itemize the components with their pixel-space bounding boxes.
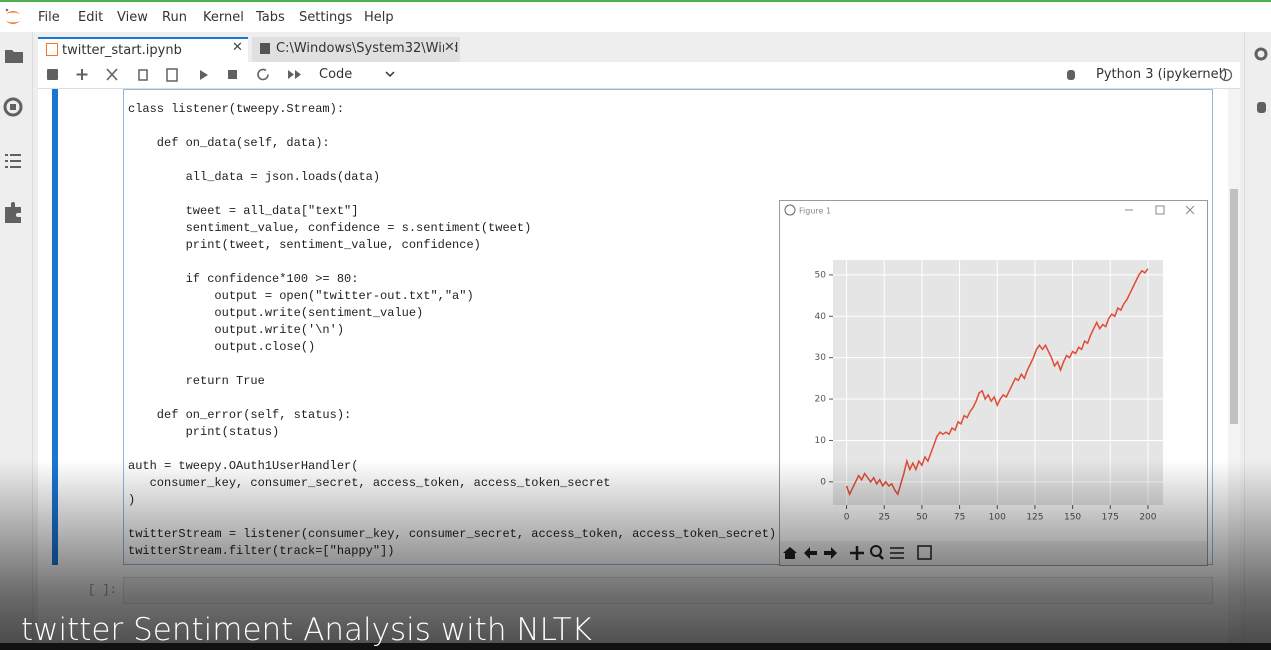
insert-button[interactable] xyxy=(76,69,88,80)
code-line: all_data = json.loads(data) xyxy=(128,170,381,184)
property-inspector-icon[interactable] xyxy=(1254,47,1268,61)
save-button[interactable] xyxy=(47,69,58,80)
tab-icon xyxy=(46,43,58,56)
notebook-tab[interactable]: twitter_start.ipynb xyxy=(38,37,248,62)
extension-icon[interactable] xyxy=(5,202,21,223)
menu-item[interactable]: Tabs xyxy=(256,10,285,25)
maximize-button[interactable] xyxy=(1155,205,1165,215)
cut-button[interactable] xyxy=(106,68,118,81)
code-line: output.close() xyxy=(128,340,316,354)
y-tick-label: 50 xyxy=(815,270,827,280)
close-button[interactable] xyxy=(1185,205,1195,215)
copy-button[interactable] xyxy=(138,69,148,81)
menu-item[interactable]: Edit xyxy=(78,10,104,25)
restart-run-button[interactable] xyxy=(288,70,301,79)
window-title: Figure 1 xyxy=(799,207,831,216)
right-sidebar-icons xyxy=(1254,47,1268,113)
code-line: output.write('\n') xyxy=(128,323,345,337)
debug-icon[interactable] xyxy=(1064,68,1078,82)
code-line: output = open("twitter-out.txt","a") xyxy=(128,289,474,303)
menu-item[interactable]: Help xyxy=(364,10,394,25)
window-icon xyxy=(784,204,796,216)
code-line: tweet = all_data["text"] xyxy=(128,204,359,218)
menu-item[interactable]: View xyxy=(117,10,148,25)
code-line: return True xyxy=(128,374,265,388)
jupyter-logo xyxy=(5,8,20,24)
video-caption: twitter Sentiment Analysis with NLTK xyxy=(21,612,592,648)
y-tick-label: 10 xyxy=(815,436,827,446)
menu-item[interactable]: Kernel xyxy=(203,10,244,25)
toc-icon[interactable] xyxy=(5,154,21,168)
scrollbar-thumb[interactable] xyxy=(1230,189,1238,424)
interrupt-button[interactable] xyxy=(228,70,237,79)
code-line: def on_data(self, data): xyxy=(128,136,330,150)
tab-icon xyxy=(260,43,270,54)
run-button[interactable] xyxy=(200,70,208,80)
tab-close[interactable]: ✕ xyxy=(232,40,243,55)
running-icon[interactable] xyxy=(3,97,23,117)
kernel-status xyxy=(1219,68,1233,82)
y-tick-label: 20 xyxy=(815,395,827,405)
code-line: if confidence*100 >= 80: xyxy=(128,272,359,286)
tab-close[interactable]: ✕ xyxy=(444,40,455,55)
toolbar-buttons xyxy=(47,68,395,82)
y-tick-label: 30 xyxy=(815,353,827,363)
cell-type[interactable]: Code xyxy=(319,67,353,82)
code-line: def on_error(self, status): xyxy=(128,408,352,422)
cell-type-dropdown-arrow[interactable] xyxy=(385,71,395,78)
notebook-tab[interactable]: C:\Windows\System32\Wind xyxy=(252,37,460,62)
paste-button[interactable] xyxy=(166,68,178,82)
menu-item[interactable]: File xyxy=(38,10,60,25)
bottom-band xyxy=(0,643,1271,650)
folder-icon[interactable] xyxy=(5,50,23,63)
kernel-name[interactable]: Python 3 (ipykernel) xyxy=(1096,67,1228,82)
active-cell-indicator xyxy=(52,89,58,565)
code-line: class listener(tweepy.Stream): xyxy=(128,102,345,116)
restart-button[interactable] xyxy=(257,68,269,81)
sidebar-icons xyxy=(3,50,23,223)
video-overlay xyxy=(0,460,1271,650)
menu-item[interactable]: Settings xyxy=(299,10,353,25)
debugger-icon[interactable] xyxy=(1257,102,1266,113)
code-line: print(status) xyxy=(128,425,280,439)
code-line: print(tweet, sentiment_value, confidence… xyxy=(128,238,481,252)
code-line: sentiment_value, confidence = s.sentimen… xyxy=(128,221,532,235)
y-tick-label: 40 xyxy=(815,312,827,322)
notebook-toolbar: Code Python 3 (ipykernel) xyxy=(38,62,1240,89)
code-line: output.write(sentiment_value) xyxy=(128,306,424,320)
menu-item[interactable]: Run xyxy=(162,10,187,25)
menu-bar: File Edit View Run Kernel Tabs Settings Help xyxy=(0,0,1271,32)
